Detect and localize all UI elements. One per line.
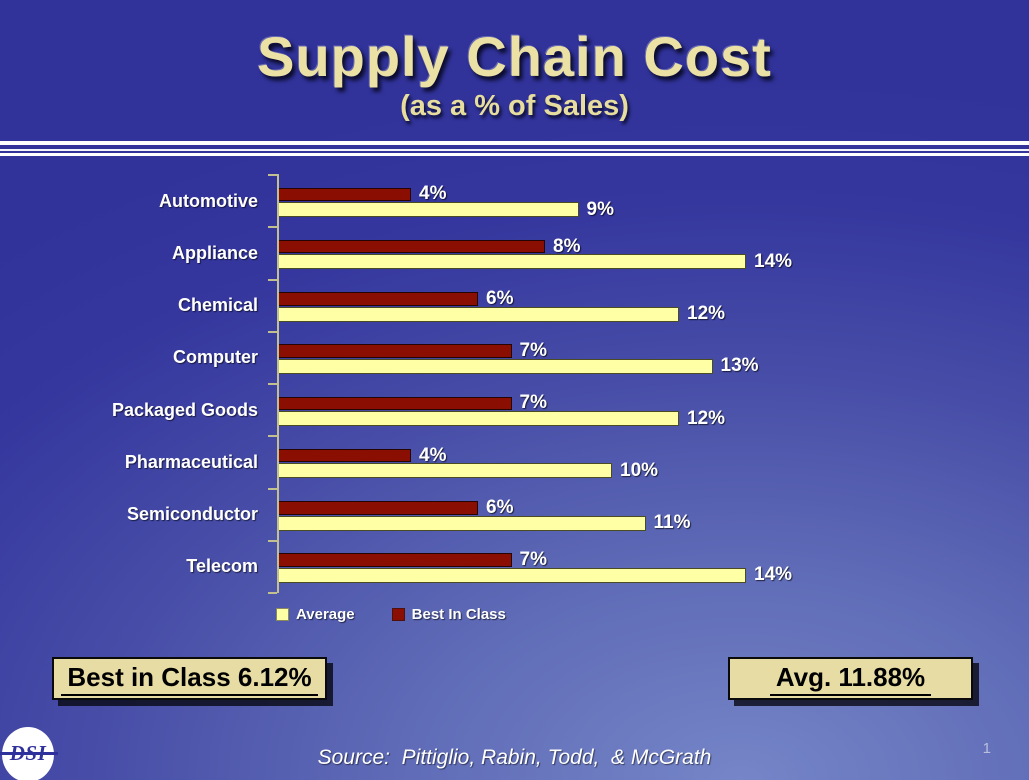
bar-value-label: 8% <box>553 235 581 257</box>
bar-best-in-class <box>277 501 478 515</box>
bar-average <box>277 202 579 217</box>
bar-value-label: 6% <box>486 496 514 518</box>
axis-tick <box>268 278 277 281</box>
bar-value-label: 10% <box>620 459 659 481</box>
bar-best-in-class <box>277 239 545 254</box>
bar-best-in-class <box>277 553 512 567</box>
axis-tick <box>268 539 277 542</box>
bar-value-label: 4% <box>419 444 447 466</box>
bar-value-label: 4% <box>419 183 447 205</box>
axis-tick <box>268 435 277 438</box>
source-text: Source: Pittiglio, Rabin, Todd, & McGrat… <box>317 746 712 769</box>
category-label: Computer <box>173 347 258 368</box>
dsi-logo-text: DSI <box>9 741 47 765</box>
bar-value-label: 11% <box>653 512 691 533</box>
bar-best-in-class <box>277 292 478 306</box>
legend-label-average: Average <box>296 606 355 623</box>
legend-label-best-in-class: Best In Class <box>411 606 506 623</box>
legend-swatch-average-icon <box>276 608 289 621</box>
bar-value-label: 6% <box>486 287 514 309</box>
category-label: Chemical <box>177 295 258 315</box>
dsi-logo: DSI <box>0 727 58 780</box>
average-stat-text: Avg. 11.88% <box>769 662 932 696</box>
category-label: Automotive <box>159 190 258 211</box>
bar-value-label: 7% <box>519 392 547 414</box>
category-label: Semiconductor <box>126 504 258 524</box>
best-in-class-stat-text: Best in Class 6.12% <box>61 662 318 696</box>
legend-item-best-in-class: Best In Class <box>391 606 506 623</box>
bar-best-in-class <box>277 396 512 410</box>
header-separator <box>0 141 1029 156</box>
bar-value-label: 14% <box>754 250 793 272</box>
bar-best-in-class <box>277 187 411 201</box>
bar-average <box>277 411 679 426</box>
bar-average <box>277 515 646 531</box>
legend-item-average: Average <box>276 606 355 623</box>
bar-value-label: 7% <box>519 340 547 361</box>
dsi-logo-line <box>0 752 58 755</box>
bar-value-label: 9% <box>586 198 614 220</box>
category-label: Packaged Goods <box>111 399 258 420</box>
bar-value-label: 12% <box>687 303 726 324</box>
axis-tick <box>268 383 277 385</box>
axis-tick <box>268 487 277 490</box>
bar-average <box>277 306 679 322</box>
bar-value-label: 13% <box>720 355 759 377</box>
legend-swatch-best-in-class-icon <box>391 608 405 621</box>
axis-tick <box>268 226 277 229</box>
chart-legend: Average Best In Class <box>276 606 506 623</box>
bar-value-label: 12% <box>687 407 726 429</box>
axis-tick <box>268 592 277 594</box>
category-label: Pharmaceutical <box>124 451 258 472</box>
bar-value-label: 14% <box>754 564 793 586</box>
best-in-class-stat-box: Best in Class 6.12% <box>52 657 327 700</box>
bar-value-label: 7% <box>519 549 547 570</box>
bar-average <box>277 463 612 479</box>
slide-title: Supply Chain Cost <box>257 25 772 88</box>
bar-average <box>277 567 746 583</box>
category-label: Appliance <box>171 242 258 263</box>
bar-best-in-class <box>277 344 512 358</box>
axis-tick <box>268 174 277 176</box>
page-number: 1 <box>982 740 991 757</box>
bar-best-in-class <box>277 448 411 463</box>
category-axis-line <box>277 174 279 593</box>
slide-subtitle: (as a % of Sales) <box>400 90 629 122</box>
category-label: Telecom <box>186 556 258 577</box>
bar-average <box>277 254 746 270</box>
bar-average <box>277 358 713 374</box>
axis-tick <box>268 330 277 333</box>
average-stat-box: Avg. 11.88% <box>728 657 973 700</box>
